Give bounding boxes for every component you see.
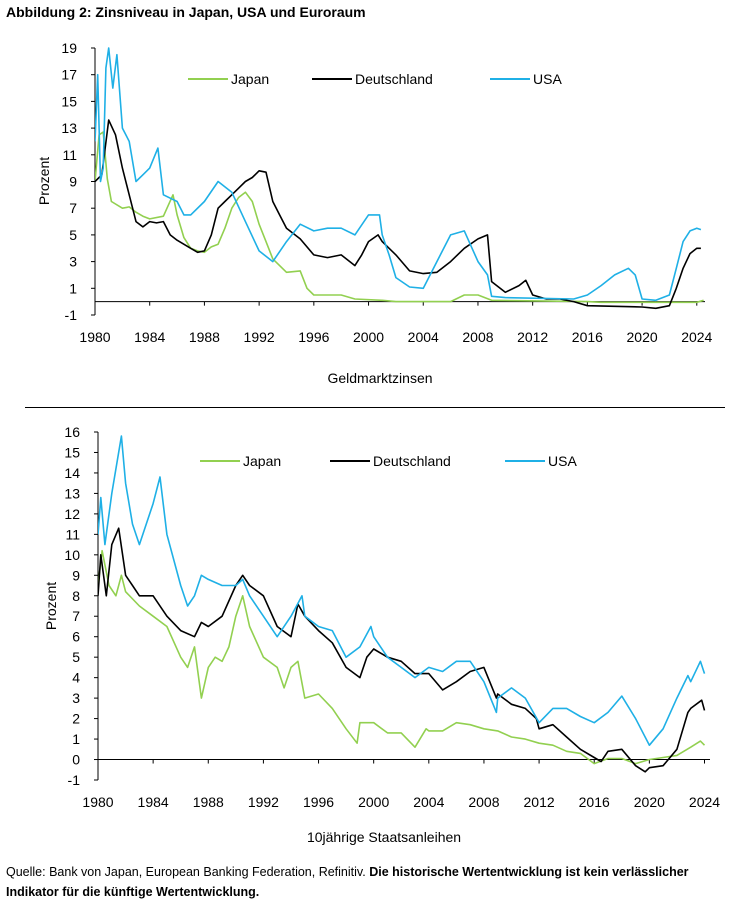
mm-x-tick-label: 2000 [353,329,384,345]
mm-x-tick-label: 2016 [572,329,603,345]
mm-x-axis-title: Geldmarktzinsen [327,370,432,386]
bond-y-tick-label: 12 [64,506,80,522]
bond-y-tick-label: 9 [72,567,80,583]
bond-x-tick-label: 2024 [689,794,720,810]
mm-x-tick-label: 2020 [627,329,658,345]
bond-legend-label-usa: USA [548,453,577,469]
mm-y-axis-title: Prozent [36,157,52,205]
mm-y-tick-label: 17 [61,67,77,83]
bond-x-tick-label: 2012 [524,794,555,810]
bond-x-tick-label: 2016 [579,794,610,810]
bond-x-tick-label: 1980 [82,794,113,810]
mm-x-tick-label: 1992 [244,329,275,345]
mm-legend-label-deutschland: Deutschland [355,71,433,87]
figure-title: Abbildung 2: Zinsniveau in Japan, USA un… [6,4,366,20]
bond-series-line-usa [98,435,706,746]
bond-x-tick-label: 1996 [303,794,334,810]
bond-y-tick-label: -1 [68,772,81,788]
bond-y-axis-title: Prozent [43,582,59,630]
bond-x-tick-label: 2004 [413,794,444,810]
mm-x-tick-label: 2012 [517,329,548,345]
bond-y-tick-label: 10 [64,547,80,563]
mm-y-tick-label: 15 [61,93,77,109]
mm-legend-label-usa: USA [533,71,562,87]
bond-y-tick-label: 1 [72,731,80,747]
bond-y-tick-label: 3 [72,690,80,706]
bond-x-tick-label: 2000 [358,794,389,810]
mm-x-tick-label: 2024 [681,329,712,345]
bond-x-tick-label: 2008 [468,794,499,810]
bond-y-tick-label: 8 [72,588,80,604]
bond-legend-label-japan: Japan [243,453,281,469]
mm-y-tick-label: 9 [69,174,77,190]
bond-y-tick-label: 0 [72,752,80,768]
bond-x-tick-label: 1992 [248,794,279,810]
mm-y-tick-label: 3 [69,254,77,270]
bond-y-tick-label: 7 [72,608,80,624]
mm-y-tick-label: 5 [69,227,77,243]
bond-x-tick-label: 1984 [138,794,169,810]
bond-y-tick-label: 5 [72,649,80,665]
mm-x-tick-label: 2004 [408,329,439,345]
bond-y-tick-label: 6 [72,629,80,645]
mm-y-tick-label: 13 [61,120,77,136]
mm-y-tick-label: 19 [61,40,77,56]
bond-y-tick-label: 14 [64,465,80,481]
source-note: Quelle: Bank von Japan, European Banking… [6,862,741,902]
mm-x-tick-label: 1984 [134,329,165,345]
source-label: Quelle: Bank von Japan, European Banking… [6,865,366,879]
mm-y-tick-label: 11 [62,147,77,163]
disclaimer-text: Die historische Wertentwicklung ist kein… [6,865,689,899]
bond-y-tick-label: 15 [64,444,80,460]
mm-legend-label-japan: Japan [231,71,269,87]
bond-y-tick-label: 4 [72,670,80,686]
mm-y-tick-label: 1 [69,280,77,296]
mm-series-line-japan [95,131,704,304]
bond-x-tick-label: 2020 [634,794,665,810]
bond-series-line-japan [98,549,706,765]
bond-legend-label-deutschland: Deutschland [373,453,451,469]
bond-x-tick-label: 1988 [193,794,224,810]
bond-y-tick-label: 16 [64,424,80,440]
bond-series-line-deutschland [98,527,706,773]
mm-y-tick-label: 7 [69,200,77,216]
mm-x-tick-label: 1988 [189,329,220,345]
mm-y-tick-label: -1 [65,307,78,323]
mm-x-tick-label: 1980 [79,329,110,345]
mm-x-tick-label: 2008 [462,329,493,345]
mm-x-tick-label: 1996 [298,329,329,345]
bond-y-tick-label: 11 [65,526,80,542]
mm-series-line-usa [95,47,702,302]
bond-y-tick-label: 2 [72,711,80,727]
bond-y-tick-label: 13 [64,485,80,501]
bond-x-axis-title: 10jährige Staatsanleihen [307,829,461,845]
chart-divider [25,407,725,408]
